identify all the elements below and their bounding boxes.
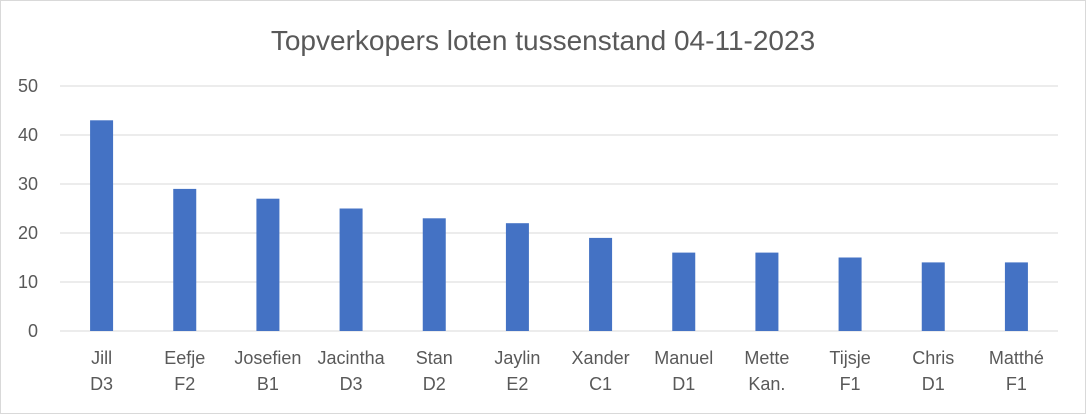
bar [672,252,696,331]
chart-title: Topverkopers loten tussenstand 04-11-202… [271,25,815,56]
bar [589,237,613,331]
y-tick-label: 40 [18,125,38,145]
x-tick-label: Chris D1 [912,348,954,394]
bar [339,208,363,331]
bar [90,120,114,331]
x-tick-label: Josefien B1 [234,348,301,394]
bar [173,188,197,331]
bars [90,120,1028,331]
gridlines [60,85,1058,332]
y-tick-label: 0 [28,321,38,341]
x-tick-label: Matthé F1 [989,348,1044,394]
bar [838,257,862,331]
y-tick-label: 20 [18,223,38,243]
bar [505,223,529,331]
bar [256,198,280,331]
x-tick-label: Eefje F2 [164,348,205,394]
x-tick-label: Jaylin E2 [494,348,540,394]
y-tick-label: 30 [18,174,38,194]
bar [1004,262,1028,331]
y-tick-label: 50 [18,76,38,96]
x-axis-labels: Jill D3 Eefje F2 Josefien B1 Jacintha D3 Stan D2 J… [90,348,1044,394]
y-tick-label: 10 [18,272,38,292]
bar [921,262,945,331]
x-tick-label: Xander C1 [572,348,630,394]
x-tick-label: Mette Kan. [744,348,789,394]
y-axis-ticks: 0 10 20 30 40 50 [18,76,38,341]
x-tick-label: Stan D2 [416,348,453,394]
x-tick-label: Manuel D1 [654,348,713,394]
x-tick-label: Jill D3 [90,348,113,394]
x-tick-label: Tijsje F1 [829,348,870,394]
bar [755,252,779,331]
bar [422,218,446,331]
x-tick-label: Jacintha D3 [318,348,386,394]
